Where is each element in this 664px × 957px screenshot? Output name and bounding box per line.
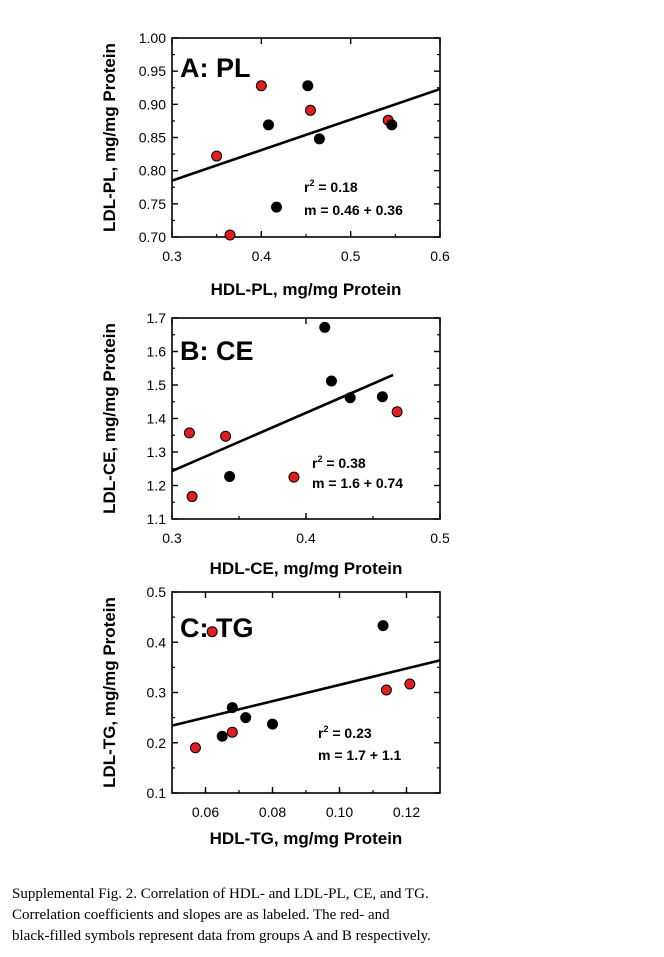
y-tick-label: 0.95	[139, 63, 166, 79]
group-b-point	[240, 712, 252, 724]
x-axis-title: HDL-PL, mg/mg Protein	[211, 280, 402, 299]
x-axis-title: HDL-CE, mg/mg Protein	[210, 559, 403, 578]
y-tick-label: 1.2	[147, 478, 167, 494]
group-a-point	[304, 104, 316, 116]
regression-line	[171, 659, 441, 727]
y-tick-label: 1.5	[147, 377, 167, 393]
group-a-point	[189, 742, 201, 754]
panel-b: 1.1 1.2 1.3 1.4 1.5 1.6 1.7 0.3 0.4 0.5 HDL-CE, mg…	[100, 310, 450, 578]
group-b-point	[216, 730, 228, 742]
group-a-point	[220, 430, 232, 442]
x-tick-label: 0.10	[326, 804, 353, 820]
y-tick-label: 1.3	[147, 444, 167, 460]
caption-line-1: Supplemental Fig. 2. Correlation of HDL-…	[12, 886, 429, 902]
y-tick-label: 0.5	[147, 584, 167, 600]
panel-a: 0.70 0.75 0.80 0.85 0.90 0.95 1.00 0.3 0.4 0.5 0.6…	[100, 30, 450, 299]
y-tick-label: 0.90	[139, 96, 166, 112]
panel-c: 0.1 0.2 0.3 0.4 0.5 0.06 0.08 0.10 0.12 HDL-TG, m…	[100, 584, 441, 848]
group-a-point	[186, 491, 198, 503]
group-b-point	[267, 718, 278, 730]
y-tick-label: 1.00	[139, 30, 166, 46]
group-b-point	[386, 119, 398, 131]
regression-line	[171, 87, 441, 182]
x-tick-label: 0.6	[430, 248, 450, 264]
group-b-point	[344, 392, 356, 404]
r-squared-label: r2 = 0.23	[318, 724, 372, 741]
slope-label: m = 1.7 + 1.1	[318, 747, 401, 763]
y-tick-label: 0.85	[139, 130, 166, 146]
slope-label: m = 0.46 + 0.36	[304, 202, 403, 218]
group-b-point	[313, 133, 325, 145]
group-b-point	[325, 375, 337, 387]
group-b-point	[224, 470, 236, 482]
group-a-point	[224, 229, 236, 241]
caption-line-3: black-filled symbols represent data from…	[12, 928, 431, 944]
regression-line	[171, 373, 394, 473]
group-b-point	[302, 80, 314, 92]
y-tick-label: 0.3	[147, 685, 167, 701]
group-a-point	[211, 150, 223, 162]
slope-label: m = 1.6 + 0.74	[312, 475, 403, 491]
y-tick-label: 1.1	[147, 511, 167, 527]
y-axis-title: LDL-CE, mg/mg Protein	[100, 323, 119, 514]
y-tick-label: 1.4	[147, 411, 167, 427]
x-axis-title: HDL-TG, mg/mg Protein	[210, 829, 403, 848]
x-tick-label: 0.06	[192, 804, 219, 820]
group-a-point	[404, 678, 416, 690]
group-b-point	[377, 620, 389, 632]
group-a-point	[183, 427, 195, 439]
x-tick-label: 0.12	[393, 804, 420, 820]
y-axis-title: LDL-TG, mg/mg Protein	[100, 597, 119, 788]
group-b-point	[376, 391, 388, 403]
y-tick-label: 1.6	[147, 344, 167, 360]
panel-title: C: TG	[180, 613, 254, 643]
group-b-point	[226, 702, 238, 714]
group-b-point	[319, 321, 331, 333]
group-b-point	[262, 119, 274, 131]
x-tick-label: 0.3	[162, 530, 182, 546]
r-squared-label: r2 = 0.38	[312, 454, 366, 471]
group-a-point	[206, 626, 218, 638]
y-tick-label: 0.4	[147, 634, 167, 650]
x-tick-label: 0.3	[162, 248, 182, 264]
group-a-point	[226, 726, 238, 738]
y-tick-label: 1.7	[147, 310, 167, 326]
x-tick-label: 0.08	[259, 804, 286, 820]
y-tick-label: 0.1	[147, 785, 167, 801]
group-a-point	[288, 471, 300, 483]
y-axis-title: LDL-PL, mg/mg Protein	[100, 43, 119, 232]
x-tick-label: 0.4	[252, 248, 272, 264]
y-tick-label: 0.80	[139, 163, 166, 179]
group-a-point	[255, 80, 267, 92]
r-squared-label: r2 = 0.18	[304, 178, 358, 195]
group-a-point	[380, 684, 392, 696]
group-a-point	[391, 406, 403, 418]
y-tick-label: 0.75	[139, 196, 166, 212]
group-b-point	[271, 201, 283, 213]
panel-title: A: PL	[180, 53, 251, 83]
x-tick-label: 0.4	[296, 530, 316, 546]
x-tick-label: 0.5	[341, 248, 361, 264]
x-tick-label: 0.5	[430, 530, 450, 546]
panel-title: B: CE	[180, 336, 254, 366]
y-tick-label: 0.2	[147, 735, 167, 751]
figure: 0.70 0.75 0.80 0.85 0.90 0.95 1.00 0.3 0.4 0.5 0.6…	[100, 30, 450, 848]
caption-line-2: Correlation coefficients and slopes are …	[12, 907, 390, 923]
figure-caption: Supplemental Fig. 2. Correlation of HDL-…	[12, 884, 652, 947]
y-tick-label: 0.70	[139, 229, 166, 245]
